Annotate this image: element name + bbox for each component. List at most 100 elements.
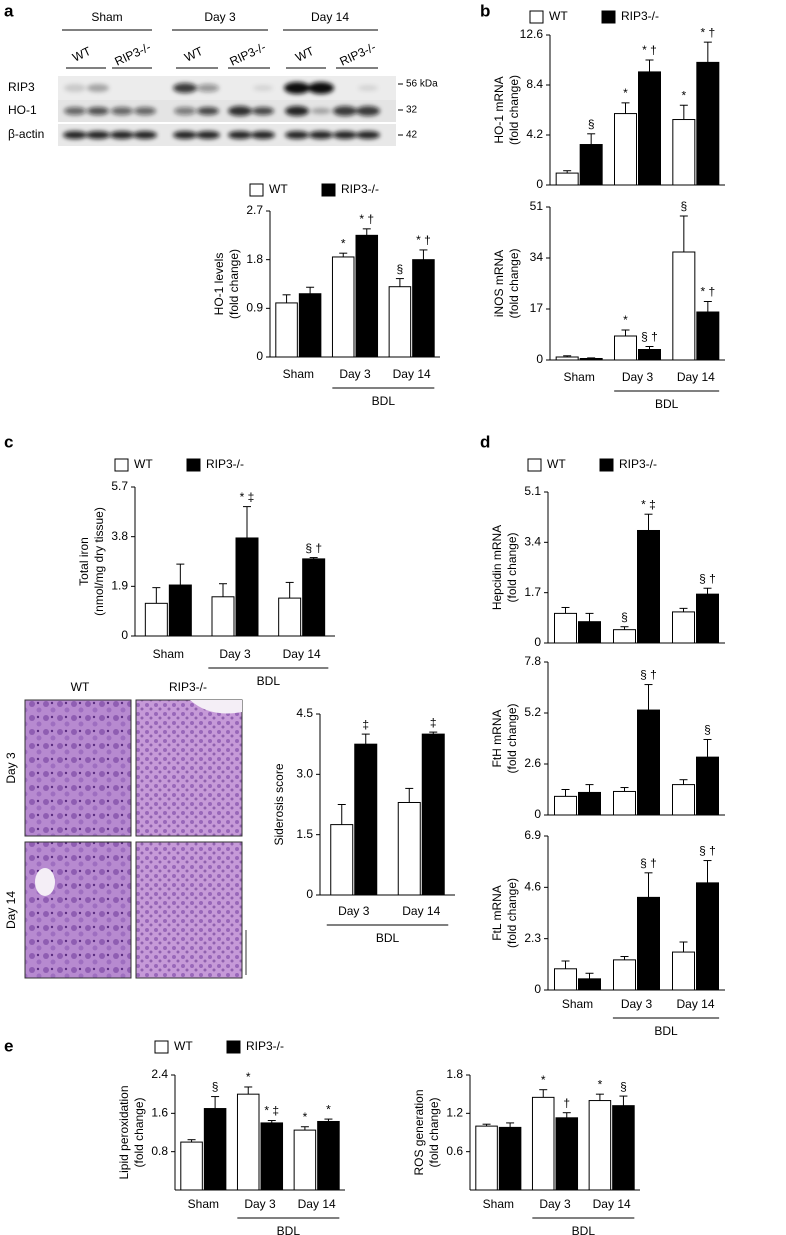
- y-tick-label: 5.1: [524, 484, 541, 498]
- y-axis-label: (fold change): [132, 1097, 146, 1167]
- significance-mark: *: [623, 313, 628, 327]
- significance-mark: *: [303, 1110, 308, 1124]
- histology-row: Day 14: [4, 891, 18, 929]
- bar: [696, 311, 720, 361]
- blot-strip: [58, 100, 396, 122]
- significance-mark: *: [623, 86, 628, 100]
- y-tick-label: 0: [534, 635, 541, 649]
- bar: [554, 968, 577, 991]
- significance-mark: §: [588, 117, 595, 131]
- x-tick-label: Day 3: [339, 367, 371, 381]
- y-tick-label: 51: [530, 199, 544, 213]
- y-tick-label: 8.4: [526, 77, 543, 91]
- significance-mark: ‡: [362, 717, 369, 731]
- x-tick-label: Day 14: [402, 904, 440, 918]
- histology-row: Day 3: [4, 752, 18, 784]
- significance-mark: *: [326, 1102, 331, 1116]
- y-tick-label: 0: [534, 807, 541, 821]
- panel-label: a: [4, 1, 14, 20]
- y-tick-label: 0: [306, 887, 313, 901]
- bar: [672, 251, 696, 361]
- y-axis-label: (fold change): [505, 532, 519, 602]
- legend-swatch: [249, 183, 264, 197]
- significance-mark: § †: [640, 856, 657, 870]
- y-axis-label: Hepcidin mRNA: [490, 525, 504, 610]
- y-tick-label: 2.6: [524, 756, 541, 770]
- y-tick-label: 1.8: [246, 252, 263, 266]
- blot-row-label: HO-1: [8, 103, 37, 117]
- bar: [260, 1122, 284, 1191]
- bar: [421, 733, 445, 896]
- y-tick-label: 2.4: [151, 1067, 168, 1081]
- x-tick-label: Day 14: [593, 1197, 631, 1211]
- histology-column: WT: [71, 680, 90, 694]
- bar: [638, 349, 661, 361]
- micrograph: [135, 841, 243, 979]
- bar: [612, 1105, 635, 1191]
- y-axis-label: FtL mRNA: [490, 885, 504, 941]
- bar: [614, 113, 637, 186]
- y-tick-label: 0: [536, 352, 543, 366]
- y-axis-label: iNOS mRNA: [492, 250, 506, 317]
- bar: [588, 1100, 612, 1191]
- legend-label: WT: [547, 457, 566, 471]
- y-tick-label: 4.2: [526, 127, 543, 141]
- micrograph: [24, 699, 132, 837]
- bar: [531, 1096, 555, 1191]
- bar: [579, 144, 603, 186]
- y-axis-label: (fold change): [507, 248, 521, 318]
- micrograph: [24, 841, 132, 979]
- x-tick-label: Day 3: [621, 997, 653, 1011]
- bar: [614, 335, 637, 361]
- significance-mark: § †: [699, 844, 716, 858]
- y-tick-label: 3.4: [524, 535, 541, 549]
- panel-label: b: [480, 1, 490, 20]
- bar: [330, 824, 354, 896]
- bar: [637, 529, 660, 644]
- blot-group: Day 3: [204, 10, 236, 24]
- y-axis-label: FtH mRNA: [490, 710, 504, 768]
- y-tick-label: 1.9: [111, 579, 128, 593]
- marker-label: 56 kDa: [406, 79, 438, 90]
- y-axis-label: Siderosis score: [272, 763, 286, 845]
- bar: [672, 611, 695, 644]
- y-axis-label: Total iron: [77, 537, 91, 586]
- bar: [331, 256, 355, 358]
- significance-mark: * ‡: [641, 497, 656, 511]
- x-tick-label: Day 14: [393, 367, 431, 381]
- marker-label: 32: [406, 105, 418, 116]
- bar: [388, 286, 412, 358]
- bar: [475, 1125, 498, 1191]
- x-tick-label: Sham: [562, 997, 593, 1011]
- bar: [554, 612, 577, 644]
- y-axis-label: (fold change): [505, 878, 519, 948]
- blot-strip: [58, 124, 396, 146]
- legend-swatch: [529, 10, 544, 24]
- bar: [637, 896, 660, 991]
- bar: [555, 172, 579, 186]
- x-tick-label: Day 3: [244, 1197, 276, 1211]
- y-tick-label: 0: [536, 177, 543, 191]
- x-tick-label: Day 14: [298, 1197, 336, 1211]
- legend-label: WT: [174, 1039, 193, 1053]
- bar: [168, 584, 192, 637]
- bar: [696, 882, 719, 991]
- y-axis-label: Lipid peroxidation: [117, 1085, 131, 1179]
- legend-label: RIP3-/-: [619, 457, 657, 471]
- y-tick-label: 17: [530, 301, 544, 315]
- blot-strip: [58, 76, 396, 100]
- western-blot: Sham Day 3 Day 14 WT RIP3-/- WT RIP3-/- …: [8, 10, 438, 146]
- y-tick-label: 12.6: [520, 27, 544, 41]
- y-tick-label: 3.0: [296, 767, 313, 781]
- bar: [354, 743, 378, 896]
- legend-label: RIP3-/-: [206, 457, 244, 471]
- lane-label: RIP3-/-: [112, 40, 152, 69]
- bar: [180, 1141, 203, 1191]
- bar: [672, 951, 695, 991]
- significance-mark: § †: [641, 330, 658, 344]
- marker-label: 42: [406, 130, 418, 141]
- panel-label: e: [4, 1036, 13, 1055]
- significance-mark: *: [541, 1073, 546, 1087]
- bar: [278, 597, 302, 637]
- y-tick-label: 0.8: [151, 1144, 168, 1158]
